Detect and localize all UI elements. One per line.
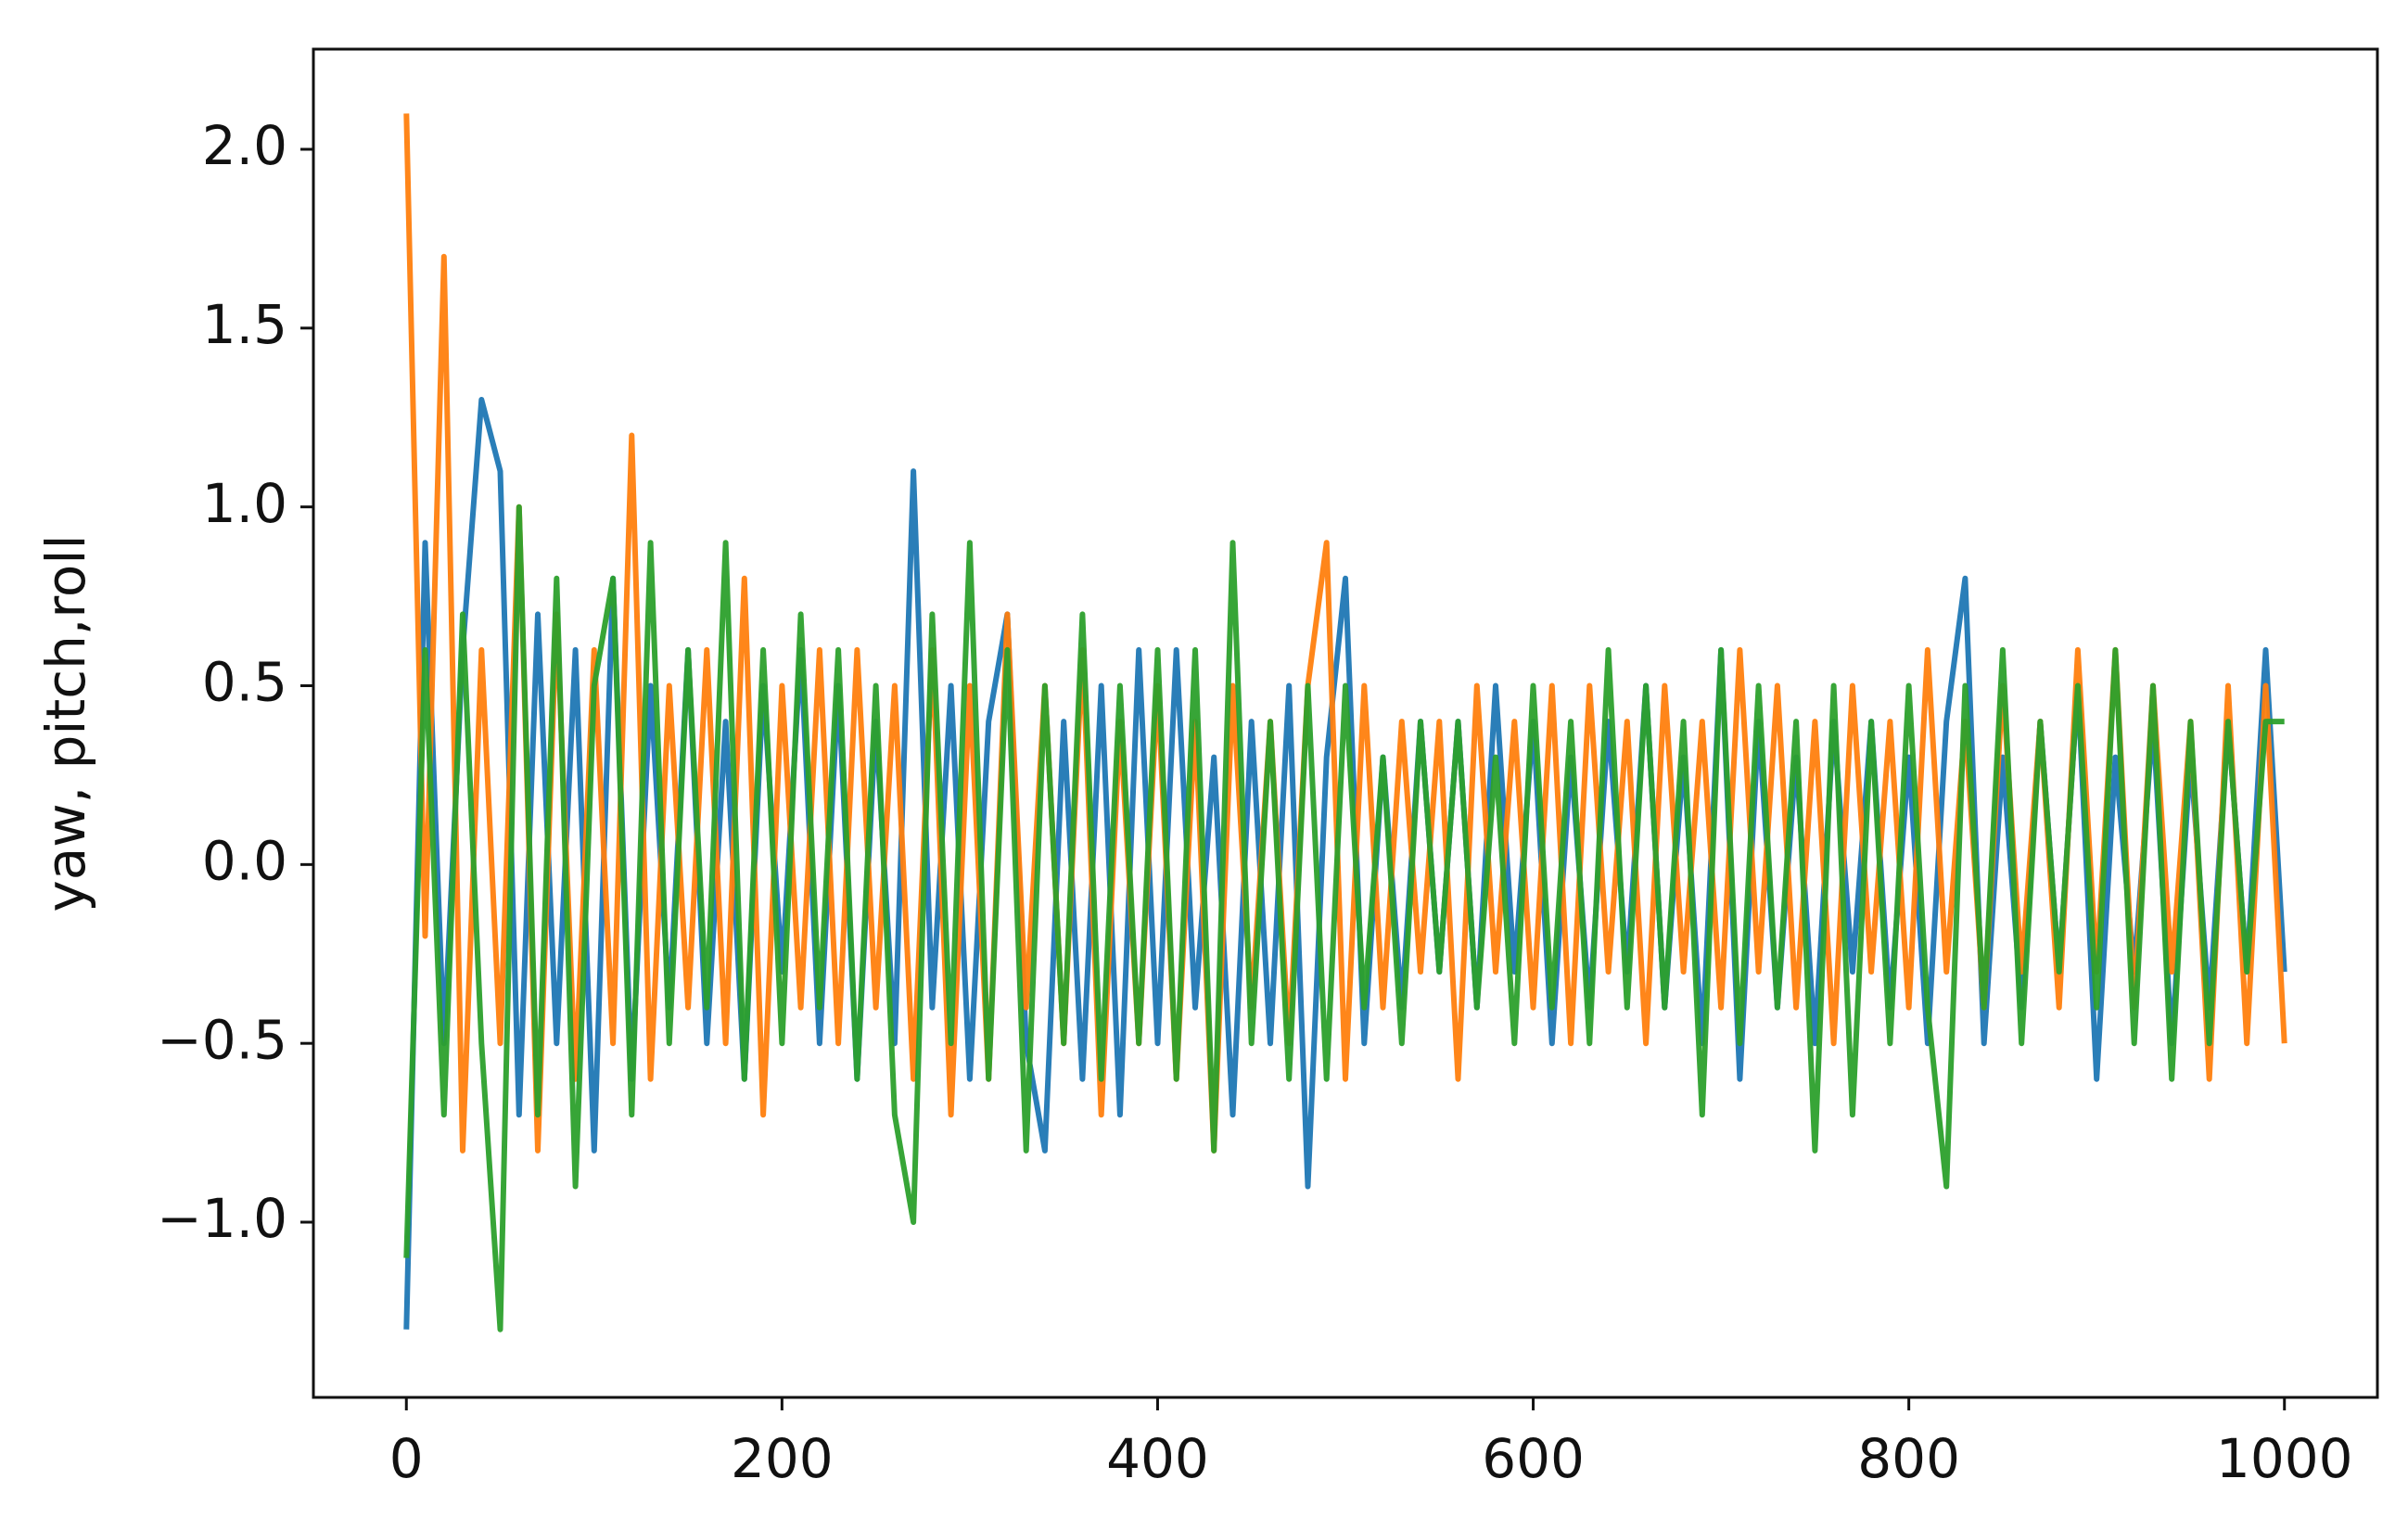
y-axis-label: yaw, pitch,roll (34, 534, 97, 912)
x-tick-label: 200 (731, 1427, 834, 1490)
data-line (403, 397, 2287, 1330)
x-tick-label: 1000 (2216, 1427, 2353, 1490)
x-tick-label: 400 (1106, 1427, 1209, 1490)
data-line (403, 504, 2285, 1332)
x-tick-label: 800 (1857, 1427, 1960, 1490)
y-tick-label: −0.5 (157, 1008, 287, 1071)
y-tick-label: 0.0 (202, 829, 287, 892)
y-tick-label: 1.0 (202, 472, 287, 535)
y-tick-label: 2.0 (202, 114, 287, 177)
y-tick-label: 0.5 (202, 651, 287, 714)
x-tick-label: 0 (389, 1427, 424, 1490)
y-tick-label: 1.5 (202, 293, 287, 356)
y-tick-label: −1.0 (157, 1187, 287, 1250)
plot-frame (312, 47, 2379, 1399)
x-tick-label: 600 (1482, 1427, 1585, 1490)
